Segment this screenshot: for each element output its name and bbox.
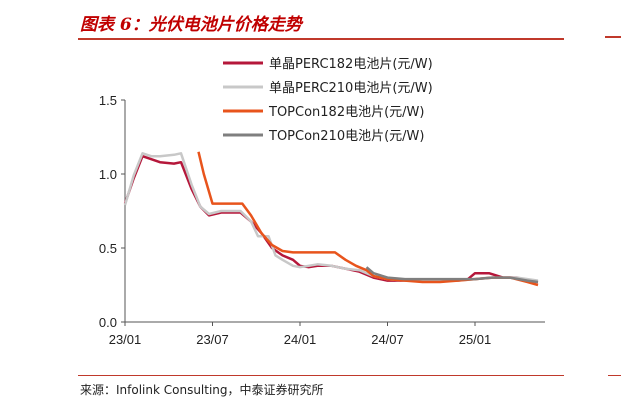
- source-note: 来源：Infolink Consulting，中泰证券研究所: [80, 383, 324, 397]
- y-tick-label: 0.5: [99, 241, 117, 256]
- divider: [78, 375, 564, 376]
- legend-label: 单晶PERC210电池片(元/W): [269, 81, 433, 96]
- y-tick-label: 1.5: [99, 93, 117, 108]
- x-tick-label: 24/07: [371, 332, 404, 347]
- legend-label: TOPCon210电池片(元/W): [268, 129, 424, 144]
- divider: [605, 36, 621, 38]
- x-tick-label: 23/01: [109, 332, 142, 347]
- series-line: [365, 266, 539, 284]
- series-line: [123, 152, 539, 282]
- legend-label: 单晶PERC182电池片(元/W): [269, 57, 433, 72]
- chart-title: 图表 6：光伏电池片价格走势: [80, 15, 302, 35]
- y-tick-label: 0.0: [99, 315, 117, 330]
- title-bar: 图表 6：光伏电池片价格走势: [78, 6, 564, 40]
- series-line: [123, 154, 539, 284]
- legend-label: TOPCon182电池片(元/W): [268, 105, 424, 120]
- x-tick-label: 23/07: [196, 332, 229, 347]
- divider: [608, 375, 621, 376]
- y-tick-label: 1.0: [99, 167, 117, 182]
- x-tick-label: 24/01: [284, 332, 317, 347]
- x-tick-label: 25/01: [459, 332, 492, 347]
